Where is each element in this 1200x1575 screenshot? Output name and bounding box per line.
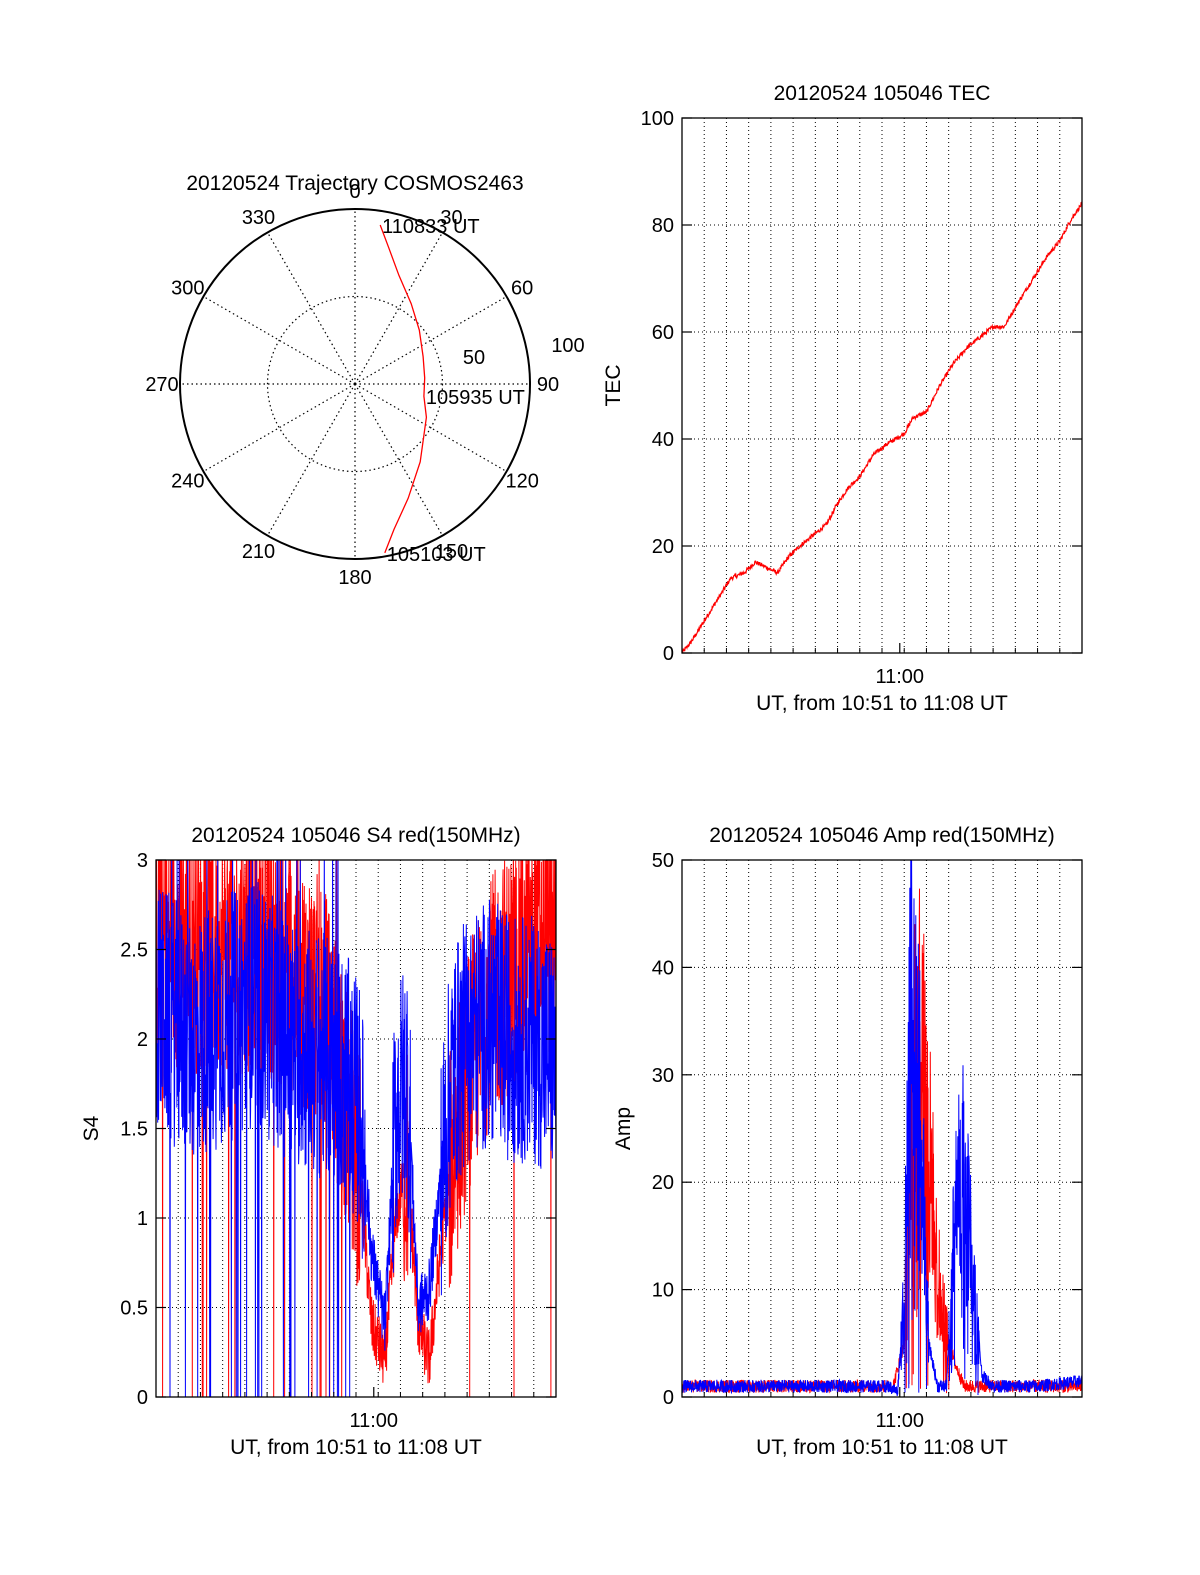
trajectory-time-label: 105935 UT: [426, 387, 525, 409]
angle-label: 240: [171, 471, 204, 493]
radius-gridline: [266, 295, 444, 473]
chart-panel-3: 20120524 105046 Amp red(150MHz) 0 10 20 30 40…: [612, 824, 1083, 1459]
y-tick-label: 0: [663, 1387, 674, 1409]
y-tick-label: 100: [641, 108, 674, 130]
data-layer: [682, 860, 1082, 1396]
polar-outer-circle: [179, 208, 531, 560]
trajectory-time-label: 110833 UT: [382, 216, 479, 238]
y-tick-label: 60: [652, 322, 674, 344]
angle-label: 330: [242, 207, 275, 229]
angle-label: 300: [171, 278, 204, 300]
x-axis-label: UT, from 10:51 to 11:08 UT: [756, 692, 1008, 715]
chart-title: 20120524 Trajectory COSMOS2463: [186, 172, 523, 195]
y-axis-label: Amp: [612, 1107, 635, 1150]
y-tick-label: 30: [652, 1065, 674, 1087]
radius-label: 50: [463, 347, 485, 369]
y-tick-label: 80: [652, 215, 674, 237]
angle-label: 0: [349, 181, 360, 203]
y-tick-label: 10: [652, 1280, 674, 1302]
y-tick-label: 2: [137, 1029, 148, 1051]
series-line-blue: [682, 860, 1082, 1396]
y-tick-label: 0: [663, 643, 674, 665]
x-tick-label: 11:00: [875, 666, 924, 688]
radial-gridline: [266, 383, 356, 536]
y-tick-label: 20: [652, 536, 674, 558]
y-tick-label: 20: [652, 1172, 674, 1194]
radial-gridline: [203, 383, 356, 473]
y-axis-label: TEC: [602, 365, 625, 407]
x-tick-label: 11:00: [875, 1410, 924, 1432]
trajectory-time-label: 105103 UT: [387, 544, 486, 566]
radial-gridline: [354, 295, 507, 385]
angle-label: 210: [242, 541, 275, 563]
y-tick-label: 40: [652, 429, 674, 451]
y-tick-label: 0.5: [120, 1298, 148, 1320]
y-tick-label: 40: [652, 957, 674, 979]
y-tick-label: 1.5: [120, 1119, 148, 1141]
y-tick-label: 0: [137, 1387, 148, 1409]
chart-panel-1: 20120524 105046 TEC 0 20 40 60 80 100 11:00 UT, …: [602, 82, 1083, 715]
angle-label: 90: [537, 374, 559, 396]
angle-label: 150: [435, 541, 468, 563]
y-tick-label: 3: [137, 850, 148, 872]
chart-title: 20120524 105046 TEC: [774, 82, 991, 105]
data-layer: [156, 860, 556, 1397]
data-layer: [682, 201, 1082, 653]
angle-label: 270: [145, 374, 178, 396]
angle-label: 180: [338, 567, 371, 589]
trajectory-line: [379, 224, 428, 554]
chart-title: 20120524 105046 Amp red(150MHz): [709, 824, 1055, 847]
y-tick-label: 1: [137, 1208, 148, 1230]
chart-title: 20120524 105046 S4 red(150MHz): [191, 824, 520, 847]
x-axis-label: UT, from 10:51 to 11:08 UT: [230, 1436, 482, 1459]
x-axis-label: UT, from 10:51 to 11:08 UT: [756, 1436, 1008, 1459]
radius-label: 100: [551, 335, 584, 357]
x-tick-label: 11:00: [349, 1410, 398, 1432]
y-axis-label: S4: [80, 1115, 103, 1141]
angle-label: 60: [511, 278, 533, 300]
radial-gridline: [354, 232, 444, 385]
y-tick-label: 50: [652, 850, 674, 872]
series-line-red: [682, 201, 1082, 653]
angle-label: 30: [440, 207, 462, 229]
chart-panel-2: 20120524 105046 S4 red(150MHz) 0 0.5 1 1.5 2 2…: [80, 824, 557, 1459]
angle-label: 120: [505, 471, 538, 493]
series-line-blue: [156, 860, 556, 1397]
y-tick-label: 2.5: [120, 940, 148, 962]
